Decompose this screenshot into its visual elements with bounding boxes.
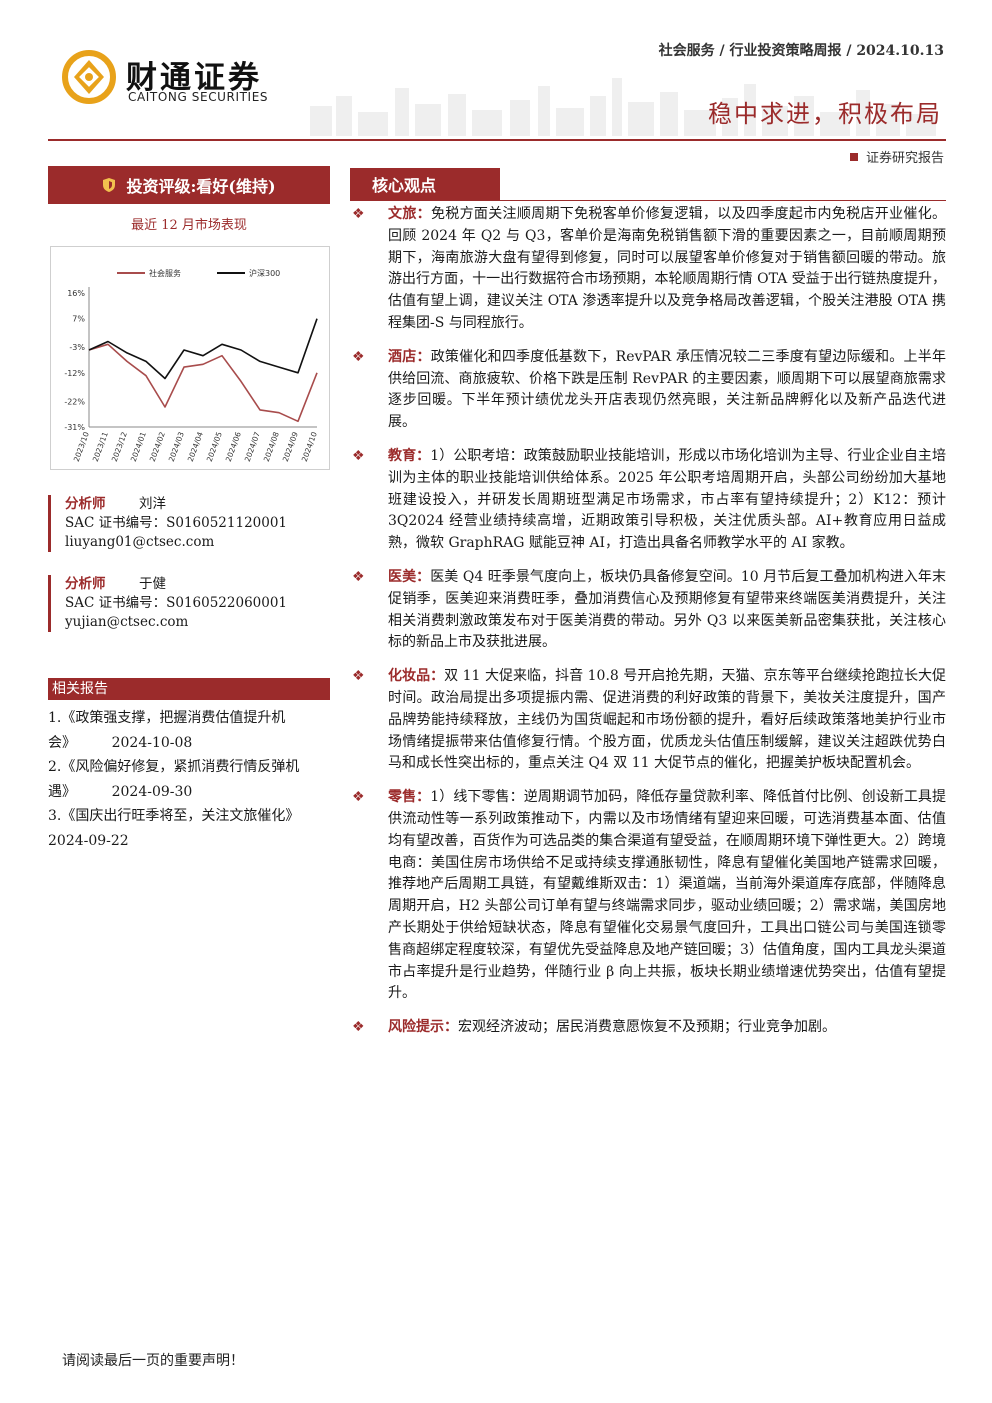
diamond-bullet-icon: ❖ [352,668,365,685]
document-type-label: 证券研究报告 [865,151,944,166]
diamond-bullet-icon: ❖ [352,789,365,806]
x-tick-label: 2024/06 [224,430,243,463]
diamond-bullet-icon: ❖ [352,568,365,585]
legend-label: 沪深300 [249,268,280,278]
related-reports-header: 相关报告 [48,678,330,700]
x-tick-label: 2024/09 [281,430,300,463]
diamond-bullet-icon: ❖ [352,1019,365,1036]
point-text: 免税方面关注顺周期下免税客单价修复逻辑，以及四季度起市内免税店开业催化。回顾 2… [388,206,947,331]
company-logo: 财通证券 CAITONG SECURITIES [62,50,294,108]
y-tick-label: -3% [69,343,85,352]
related-report-title[interactable]: 1.《政策强支撑，把握消费估值提升机会》 [48,710,286,751]
related-report-title[interactable]: 2.《风险偏好修复，紧抓消费行情反弹机遇》 [48,759,300,800]
analyst-card: 分析师 刘洋 SAC 证书编号：S0160521120001 liuyang01@… [48,495,330,552]
analyst-role: 分析师 [65,576,106,592]
point-text: 1）公职考培：政策鼓励职业技能培训，形成以市场化培训为主导、行业企业自主培训为主… [388,447,947,552]
related-report-item[interactable]: 1.《政策强支撑，把握消费估值提升机会》 2024-10-08 [48,706,332,755]
related-report-date: 2024-10-08 [111,734,193,751]
x-tick-label: 2024/02 [148,430,167,463]
disclaimer-note: 请阅读最后一页的重要声明！ [62,1353,244,1369]
point-label: 酒店： [388,348,431,365]
core-point-hotel: ❖ 酒店：政策催化和四季度低基数下，RevPAR 承压情况较二三季度有望边际缓和。… [350,347,946,434]
point-text: 1）线下零售：逆周期调节加码，降低存量贷款利率、降低首付比例、创设新工具提供流动… [388,789,947,1002]
diamond-bullet-icon: ❖ [352,206,365,222]
point-label: 医美： [388,568,431,585]
y-tick-label: 7% [72,315,85,324]
related-report-date: 2024-09-30 [111,783,193,800]
chart-title: 最近 12 月市场表现 [131,218,247,233]
series-line [88,318,318,380]
analyst-email[interactable]: liuyang01@ctsec.com [65,534,215,550]
y-tick-label: -31% [64,423,85,432]
related-report-title[interactable]: 3.《国庆出行旺季将至，关注文旅催化》 [48,808,300,824]
x-tick-label: 2023/11 [91,430,110,463]
square-bullet-icon [849,153,858,161]
y-tick-label: -22% [64,397,85,406]
x-tick-label: 2024/03 [167,430,186,463]
core-point-aesthetics: ❖ 医美：医美 Q4 旺季景气度向上，板块仍具备修复空间。10 月节后复工叠加机构… [350,567,946,654]
point-text: 政策催化和四季度低基数下，RevPAR 承压情况较二三季度有望边际缓和。上半年供… [388,348,946,431]
analyst-name: 于健 [139,576,166,592]
skyline-decoration-icon [310,78,936,136]
diamond-bullet-icon: ❖ [352,447,365,464]
analyst-name: 刘洋 [139,496,166,512]
analyst-role: 分析师 [65,496,106,512]
core-point-education: ❖ 教育：1）公职考培：政策鼓励职业技能培训，形成以市场化培训为主导、行业企业自主… [350,446,946,555]
related-reports-list: 1.《政策强支撑，把握消费估值提升机会》 2024-10-08 2.《风险偏好修… [48,706,332,853]
core-point-risk: ❖ 风险提示：宏观经济波动；居民消费意愿恢复不及预期；行业竞争加剧。 [350,1017,946,1039]
x-tick-label: 2024/01 [129,430,148,463]
analyst-sac: SAC 证书编号：S0160521120001 [65,515,288,531]
core-views-list: ❖ 文旅：免税方面关注顺周期下免税客单价修复逻辑，以及四季度起市内免税店开业催化。… [350,204,946,1051]
x-tick-label: 2023/12 [110,430,129,463]
x-tick-label: 2024/04 [186,430,205,463]
point-text: 宏观经济波动；居民消费意愿恢复不及预期；行业竞争加剧。 [458,1019,836,1036]
report-title: 稳中求进，积极布局 [708,100,942,128]
logo-chinese-name: 财通证券 [126,60,262,96]
x-tick-label: 2024/07 [243,430,262,463]
point-label: 教育： [388,447,431,464]
y-tick-label: 16% [67,289,85,298]
point-label: 文旅： [388,206,431,222]
report-meta: 社会服务 / 行业投资策略周报 / 2024.10.13 [658,43,944,59]
rating-text: 投资评级:看好(维持) [126,177,276,196]
core-point-retail: ❖ 零售：1）线下零售：逆周期调节加码，降低存量贷款利率、降低首付比例、创设新工具… [350,787,946,1005]
analyst-email[interactable]: yujian@ctsec.com [65,614,189,630]
point-label: 风险提示： [388,1019,458,1036]
shield-icon [103,178,116,192]
diamond-bullet-icon: ❖ [352,348,365,365]
core-views-header: 核心观点 [350,168,500,200]
x-tick-label: 2024/10 [300,430,319,463]
document-type: 证券研究报告 [849,147,944,166]
core-views-divider [350,200,946,201]
logo-english-name: CAITONG SECURITIES [128,90,269,104]
point-label: 零售： [388,789,431,806]
rating-banner: 投资评级:看好(维持) [48,166,330,204]
x-tick-label: 2023/10 [72,430,91,463]
analyst-card: 分析师 于健 SAC 证书编号：S0160522060001 yujian@cts… [48,575,330,632]
y-tick-label: -12% [64,369,85,378]
market-performance-chart: 16% 7% -3% -12% -22% -31% 2023/10 2023/11 2023/1… [50,246,330,470]
core-point-cosmetics: ❖ 化妆品：双 11 大促来临，抖音 10.8 号开启抢先期，天猫、京东等平台继续… [350,666,946,775]
x-tick-label: 2024/05 [205,430,224,463]
analyst-sac: SAC 证书编号：S0160522060001 [65,595,288,611]
related-report-date: 2024-09-22 [48,832,129,849]
point-label: 化妆品： [388,668,445,685]
series-line [88,343,318,423]
chart-svg: 16% 7% -3% -12% -22% -31%2023/10 2023/11 2023/1… [64,268,319,463]
related-report-item[interactable]: 3.《国庆出行旺季将至，关注文旅催化》 2024-09-22 [48,804,332,853]
point-text: 医美 Q4 旺季景气度向上，板块仍具备修复空间。10 月节后复工叠加机构进入年末… [388,568,946,651]
related-report-item[interactable]: 2.《风险偏好修复，紧抓消费行情反弹机遇》 2024-09-30 [48,755,332,804]
header-divider [48,139,946,141]
logo-mark-icon [62,50,116,104]
x-tick-label: 2024/08 [262,430,281,463]
legend-label: 社会服务 [149,268,181,278]
core-point-tourism: ❖ 文旅：免税方面关注顺周期下免税客单价修复逻辑，以及四季度起市内免税店开业催化。… [350,204,946,335]
point-text: 双 11 大促来临，抖音 10.8 号开启抢先期，天猫、京东等平台继续抢跑拉长大… [388,668,947,772]
